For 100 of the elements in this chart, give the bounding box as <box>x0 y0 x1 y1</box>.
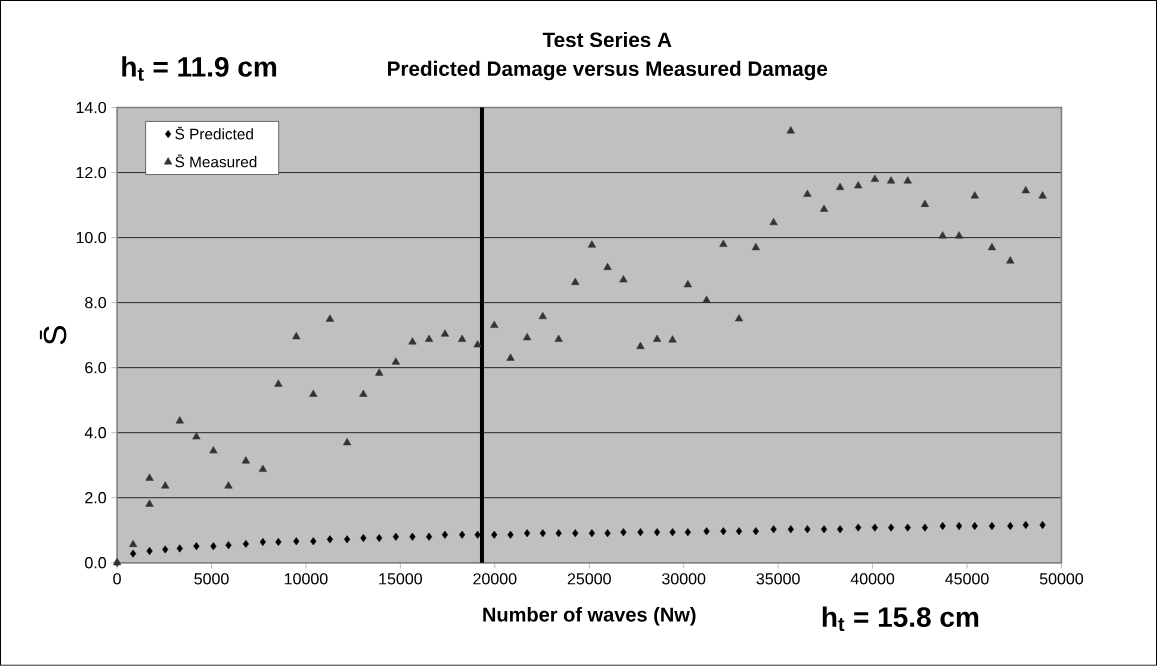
point <box>787 525 794 534</box>
point <box>425 334 434 342</box>
point <box>360 534 367 543</box>
point <box>242 539 249 548</box>
x-tick-label: 10000 <box>284 573 328 585</box>
point <box>604 529 611 538</box>
point <box>224 481 233 489</box>
point <box>684 528 691 537</box>
y-tick-label: 8.0 <box>85 297 107 309</box>
point <box>359 389 368 397</box>
point <box>988 522 996 531</box>
point <box>539 529 546 538</box>
x-tick-label: 50000 <box>1039 573 1084 585</box>
point <box>871 523 878 532</box>
point <box>652 334 662 342</box>
point <box>146 547 153 556</box>
x-tick-label: 35000 <box>756 573 800 585</box>
point <box>408 337 417 345</box>
point <box>274 379 283 387</box>
point <box>241 456 250 464</box>
text: h$_{t}$ = 11.9 cm <box>122 56 277 81</box>
point <box>820 525 828 534</box>
point <box>193 542 200 551</box>
point <box>409 532 416 541</box>
point <box>836 182 845 191</box>
y-tick-label: 14.0 <box>76 101 107 114</box>
point <box>555 529 562 538</box>
point <box>507 530 514 539</box>
y-tick-label: 6.0 <box>85 362 107 374</box>
point <box>145 499 154 507</box>
x-tick-label: 0 <box>113 573 121 585</box>
point <box>669 528 676 537</box>
x-tick-label: 45000 <box>945 573 989 585</box>
point <box>292 332 301 340</box>
point <box>210 542 217 551</box>
point <box>888 523 895 532</box>
text: h$_{t}$ = 15.8 cm <box>822 606 979 632</box>
point <box>259 538 266 547</box>
x-tick-label: 25000 <box>567 573 611 585</box>
y-tick-label: 12.0 <box>76 167 107 179</box>
point <box>637 528 644 537</box>
y-axis-title: S̄ <box>39 326 67 345</box>
point <box>1006 256 1015 264</box>
point <box>819 204 829 212</box>
point <box>1007 522 1014 531</box>
point <box>325 314 335 322</box>
point <box>309 389 318 397</box>
legend-label: S̄ Measured <box>175 154 257 168</box>
point <box>668 335 677 343</box>
point <box>426 532 433 541</box>
point <box>987 243 997 251</box>
point <box>209 446 218 454</box>
y-tick-label: 2.0 <box>85 492 107 504</box>
point <box>474 530 481 539</box>
point <box>1021 186 1030 194</box>
point <box>473 340 482 348</box>
y-tick-label: 10.0 <box>76 232 107 244</box>
point <box>769 218 778 226</box>
point <box>130 549 137 558</box>
x-tick-label: 15000 <box>379 573 423 585</box>
point <box>803 189 812 197</box>
point <box>524 529 531 538</box>
point <box>720 527 727 536</box>
point <box>192 432 201 440</box>
point <box>572 529 579 538</box>
point <box>326 535 333 544</box>
point <box>571 277 580 286</box>
point <box>855 523 862 532</box>
point <box>683 280 692 288</box>
point <box>162 545 169 554</box>
point <box>921 523 928 532</box>
point <box>619 275 628 283</box>
point <box>275 538 282 547</box>
point <box>441 530 449 539</box>
legend-label: S̄ Predicted <box>175 126 253 140</box>
point <box>870 174 879 182</box>
point <box>620 528 627 537</box>
point <box>538 312 547 320</box>
point <box>161 481 170 489</box>
point <box>440 329 450 337</box>
point <box>752 527 759 536</box>
point <box>971 522 978 531</box>
point <box>343 438 352 446</box>
point <box>904 523 911 532</box>
point <box>588 529 595 538</box>
point <box>702 295 711 303</box>
point <box>636 341 645 350</box>
point <box>490 320 499 328</box>
point <box>887 176 896 184</box>
x-axis-title: Number of waves (Nw) <box>483 607 696 626</box>
point <box>376 534 383 543</box>
point <box>653 528 661 537</box>
y-tick-label: 4.0 <box>84 427 107 439</box>
point <box>554 334 563 342</box>
point <box>703 527 710 536</box>
x-tick-label: 5000 <box>194 573 229 585</box>
x-tick-label: 20000 <box>473 573 517 585</box>
point <box>1038 191 1047 199</box>
point <box>310 537 317 546</box>
point <box>938 231 947 239</box>
